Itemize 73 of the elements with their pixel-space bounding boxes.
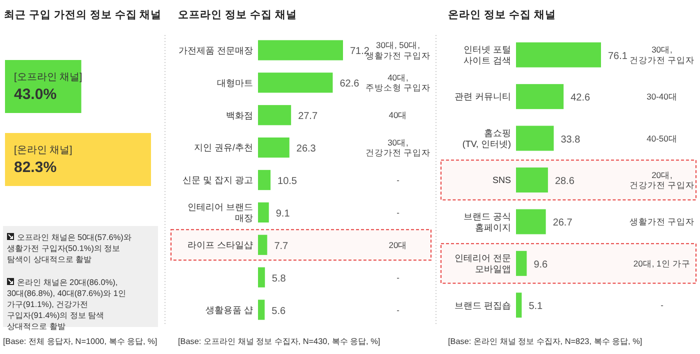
text: 30대, 건강가전 구입자 [629, 44, 695, 65]
text: [Base: 전체 응답자, N=1000, 복수 응답, %] [3, 337, 158, 346]
y-tick-label: 라이프 스타일샵 [187, 240, 253, 250]
text: 40-50대 [646, 133, 678, 144]
text: - [396, 304, 400, 315]
data-label: 76.1 [608, 50, 628, 62]
bar [516, 292, 522, 318]
y-tick-label: 브랜드 편집숍 [454, 300, 511, 310]
data-label: 43.0% [14, 86, 57, 103]
data-label: 5.1 [528, 301, 544, 312]
text: 30대, 건강가전 구입자 [365, 137, 431, 158]
y-tick-label: 대형마트 [217, 78, 253, 88]
text: [Base: 오프라인 채널 정보 수집자, N=430, 복수 응답, %] [178, 337, 380, 346]
y-tick-label: 신문 및 잡지 광고 [182, 175, 253, 186]
data-label: 10.5 [278, 176, 298, 187]
text: [Base: 온라인 채널 정보 수집자, N=823, 복수 응답, %] [448, 337, 642, 346]
text: 생활가전 구입자 [629, 216, 695, 227]
bar [516, 250, 527, 276]
y-tick-label: [오프라인 채널] [14, 72, 83, 83]
data-label: 5.6 [272, 306, 286, 317]
bar [516, 168, 548, 192]
data-label: 9.1 [276, 208, 290, 220]
y-tick-label: SNS [492, 175, 511, 186]
bar [258, 170, 271, 190]
bar [258, 40, 343, 60]
y-tick-label: 인테리어 브랜드 매장 [187, 202, 253, 223]
y-tick-label: 지인 권유/추천 [194, 142, 253, 153]
text: 20대 [388, 240, 408, 250]
y-tick-label: 브랜드 공식 홈페이지 [463, 211, 511, 232]
y-tick-label: 인테리어 전문 모바일앱 [454, 253, 511, 274]
data-label: 42.6 [570, 92, 590, 104]
data-label: 26.7 [552, 218, 573, 229]
y-tick-label: 백화점 [226, 110, 253, 120]
bar [258, 138, 290, 158]
bar [516, 126, 554, 151]
y-tick-label: 인터넷 포털 사이트 검색 [463, 44, 511, 66]
data-label: 9.6 [534, 259, 548, 270]
text: 20대, 1인 가구 [633, 258, 691, 268]
data-label: 5.8 [272, 273, 286, 284]
data-label: 28.6 [554, 176, 575, 187]
text: - [396, 272, 400, 282]
data-label: 27.7 [298, 111, 318, 122]
bar [258, 300, 265, 320]
bar [258, 234, 268, 255]
y-tick-label: [온라인 채널] [14, 145, 73, 156]
bar [258, 105, 292, 126]
text: 40대 [388, 110, 408, 120]
bar [516, 209, 546, 234]
bar [516, 84, 564, 110]
text: 20대, 건강가전 구입자 [629, 170, 695, 190]
text: - [660, 300, 664, 310]
text: - [396, 207, 400, 218]
data-label: 7.7 [274, 240, 289, 252]
bar [258, 202, 269, 223]
data-label: 33.8 [560, 134, 581, 146]
y-tick-label: 생활용품 샵 [205, 304, 253, 315]
y-tick-label: 가전제품 전문매장 [178, 45, 253, 56]
text: 40대, 주방소형 구입자 [365, 72, 431, 93]
y-tick-label: 홈쇼핑 (TV, 인터넷) [462, 128, 511, 149]
chart-title: 최근 구입 가전의 정보 수집 채널 [4, 9, 162, 21]
data-label: 26.3 [296, 144, 316, 155]
data-label: 62.6 [340, 78, 360, 90]
text: - [396, 174, 400, 185]
chart-title: 오프라인 정보 수집 채널 [178, 9, 297, 21]
text: 30-40대 [646, 92, 678, 102]
text: 온라인 채널은 20대(86.0%), 30대(86.8%), 40대(87.6%)와 1인 가구(91.1%), 건강가전 구입자(91.4%)의 정보 탐색 상대적으로 활발 [7, 278, 126, 331]
bar [516, 42, 601, 68]
text: 오프라인 채널은 50대(57.6%)와 생활가전 구입자(50.1%)의 정보 탐색이 상대적으로 활발 [7, 233, 132, 264]
bar [258, 72, 333, 93]
chart-title: 온라인 정보 수집 채널 [448, 9, 556, 21]
bar [258, 267, 265, 288]
y-tick-label: 관련 커뮤니티 [454, 92, 511, 102]
data-label: 82.3% [14, 159, 57, 176]
